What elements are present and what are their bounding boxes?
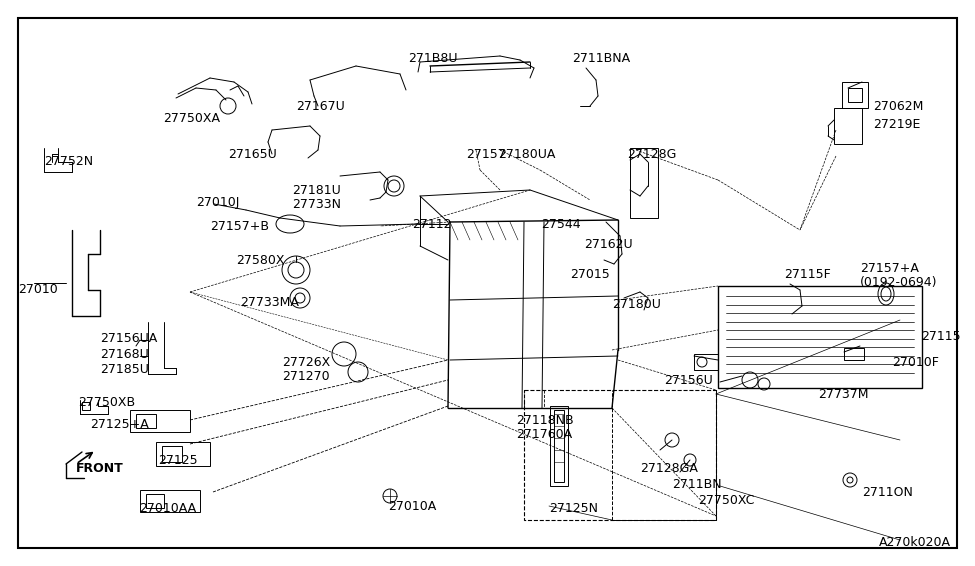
Bar: [550, 406, 568, 486]
Text: 27167U: 27167U: [296, 100, 345, 113]
Text: 2711BN: 2711BN: [672, 478, 722, 491]
Text: 271760A: 271760A: [516, 428, 572, 441]
Text: 27162U: 27162U: [584, 238, 633, 251]
Text: 27180U: 27180U: [612, 298, 661, 311]
Text: 27125: 27125: [158, 454, 198, 467]
Text: 27062M: 27062M: [873, 100, 923, 113]
Bar: [554, 410, 564, 482]
Bar: [524, 390, 716, 520]
Text: 2711BNA: 2711BNA: [572, 52, 630, 65]
Text: 27125N: 27125N: [549, 502, 598, 515]
Bar: [82, 402, 90, 410]
Text: 27737M: 27737M: [818, 388, 869, 401]
Text: FRONT: FRONT: [76, 462, 124, 475]
Text: 27118NB: 27118NB: [516, 414, 573, 427]
Bar: [140, 490, 200, 512]
Bar: [146, 494, 164, 508]
Text: 27750XC: 27750XC: [698, 494, 755, 507]
Text: 27010J: 27010J: [196, 196, 240, 209]
Text: 27010A: 27010A: [388, 500, 436, 513]
Text: 27181U: 27181U: [292, 184, 340, 197]
Text: 27733N: 27733N: [292, 198, 341, 211]
Text: 27010: 27010: [18, 283, 58, 296]
Text: 27125+A: 27125+A: [90, 418, 149, 431]
Text: 27168U: 27168U: [100, 348, 149, 361]
Text: 27726X: 27726X: [282, 356, 331, 369]
Bar: [156, 442, 210, 466]
Bar: [630, 148, 658, 218]
Text: 27752N: 27752N: [44, 155, 94, 168]
Bar: [834, 108, 862, 144]
Text: 27157+A: 27157+A: [860, 262, 918, 275]
Text: 271B8U: 271B8U: [408, 52, 457, 65]
Text: 27015: 27015: [570, 268, 609, 281]
Text: 27733MA: 27733MA: [240, 296, 299, 309]
Text: 27157: 27157: [466, 148, 506, 161]
Text: 27112: 27112: [412, 218, 451, 231]
Bar: [136, 414, 156, 428]
Text: 27010AA: 27010AA: [139, 502, 196, 515]
Text: 27750XB: 27750XB: [78, 396, 136, 409]
Text: 271270: 271270: [282, 370, 330, 383]
Text: 27165U: 27165U: [228, 148, 277, 161]
Text: 27185U: 27185U: [100, 363, 149, 376]
Bar: [842, 82, 868, 108]
Text: 27010F: 27010F: [892, 356, 939, 369]
Text: (0192-0694): (0192-0694): [860, 276, 938, 289]
Text: 2711ON: 2711ON: [862, 486, 913, 499]
Bar: [130, 410, 190, 432]
Text: 27750XA: 27750XA: [163, 112, 220, 125]
Text: 27157+B: 27157+B: [210, 220, 269, 233]
Text: 27156UA: 27156UA: [100, 332, 157, 345]
Bar: [162, 446, 182, 462]
Bar: [694, 354, 718, 370]
Text: 27115F: 27115F: [784, 268, 831, 281]
Text: 27128G: 27128G: [627, 148, 677, 161]
Text: 27128GA: 27128GA: [640, 462, 698, 475]
Bar: [718, 286, 922, 388]
Text: 27180UA: 27180UA: [498, 148, 556, 161]
Text: 27580X: 27580X: [236, 254, 285, 267]
Text: 27156U: 27156U: [664, 374, 713, 387]
Text: 27219E: 27219E: [873, 118, 920, 131]
Bar: [844, 348, 864, 360]
Bar: [848, 88, 862, 102]
Text: 27115: 27115: [921, 330, 960, 343]
Text: 27544: 27544: [541, 218, 581, 231]
Text: A270k020A: A270k020A: [879, 536, 951, 549]
